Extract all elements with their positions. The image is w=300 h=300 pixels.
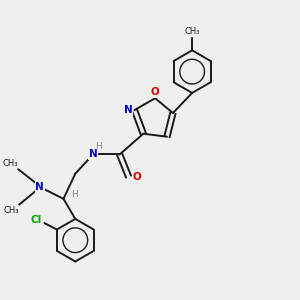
Text: O: O xyxy=(151,87,160,97)
Text: CH₃: CH₃ xyxy=(184,28,200,37)
Text: N: N xyxy=(89,149,98,159)
Text: CH₃: CH₃ xyxy=(3,206,19,215)
Text: H: H xyxy=(71,190,78,199)
Text: CH₃: CH₃ xyxy=(2,159,18,168)
Text: H: H xyxy=(95,142,102,151)
Text: N: N xyxy=(35,182,44,192)
Text: Cl: Cl xyxy=(31,214,42,224)
Text: N: N xyxy=(124,105,132,115)
Text: O: O xyxy=(133,172,141,182)
